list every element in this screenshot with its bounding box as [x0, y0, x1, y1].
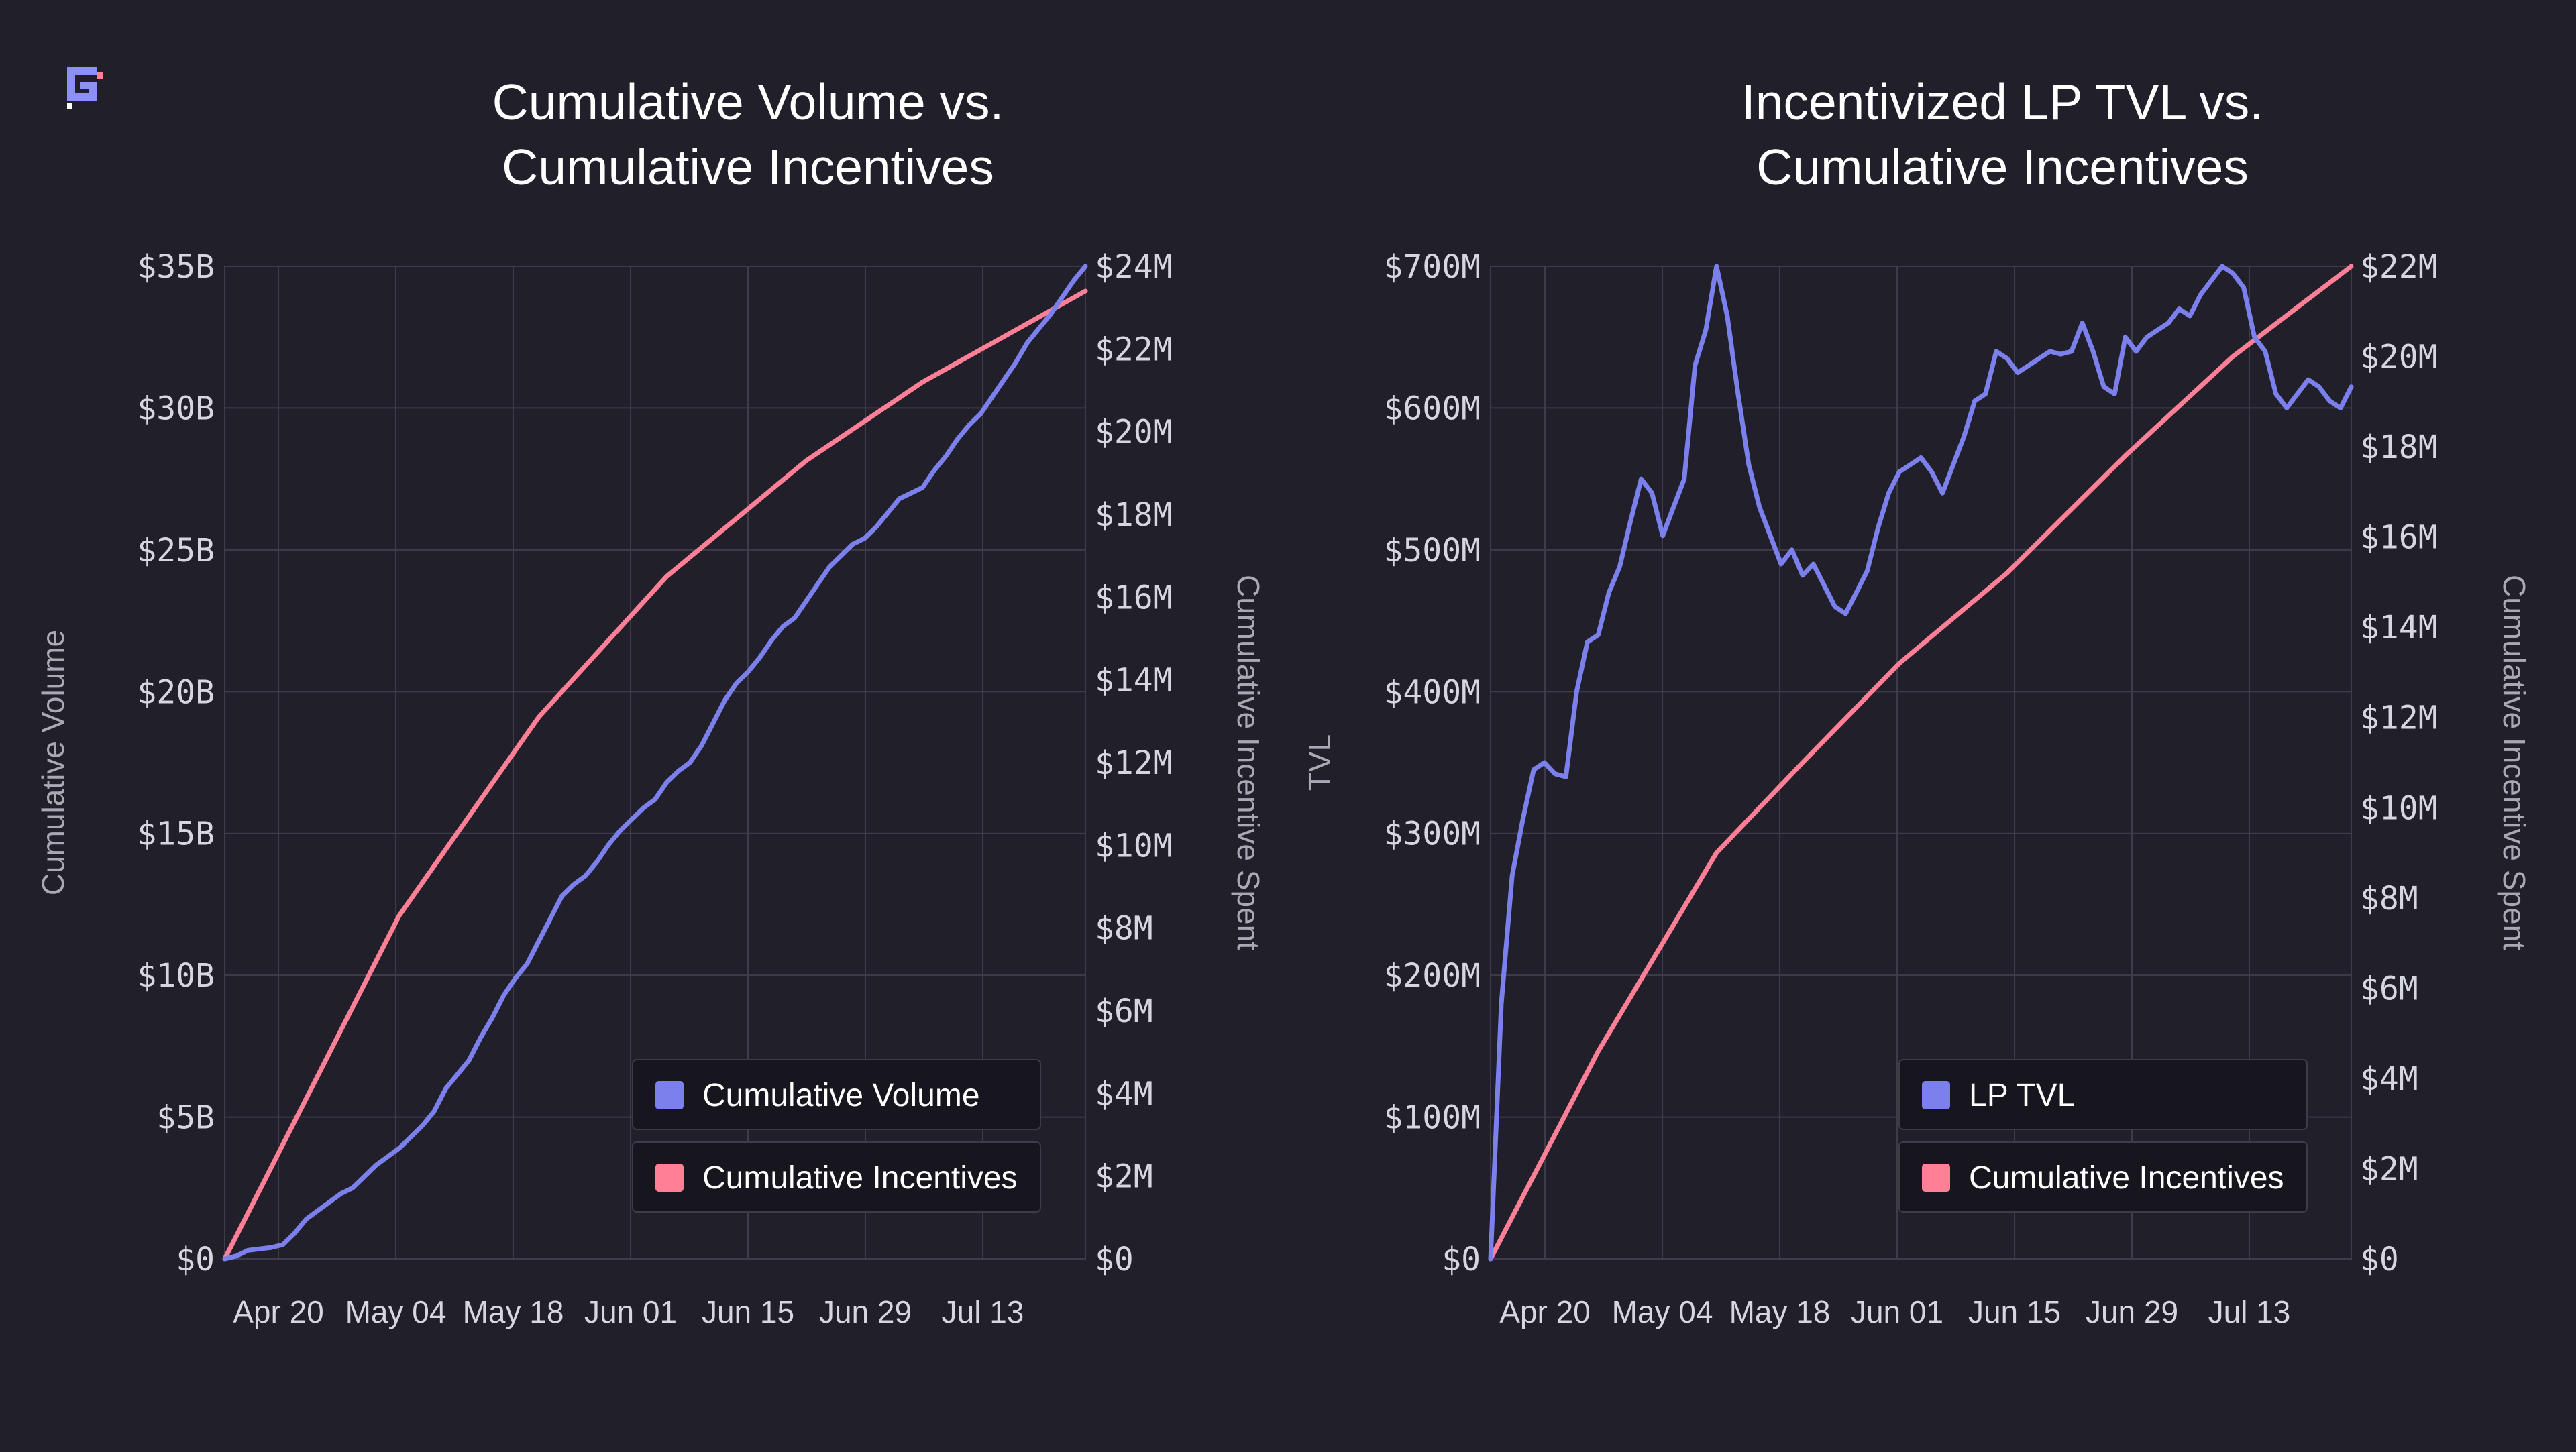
legend-entry: Cumulative Volume: [632, 1059, 1041, 1130]
y-right-tick-label: $6M: [1095, 993, 1153, 1030]
y-right-tick-label: $10M: [1095, 827, 1173, 864]
y-right-tick-label: $16M: [1095, 579, 1173, 616]
y-right-tick-label: $2M: [2360, 1150, 2418, 1188]
x-tick-label: May 18: [463, 1294, 564, 1329]
legend-label: LP TVL: [1969, 1078, 2075, 1113]
chart-title-line: Incentivized LP TVL vs.: [1741, 74, 2263, 130]
y-left-tick-label: $30B: [137, 390, 215, 427]
y-left-tick-label: $400M: [1384, 673, 1481, 711]
x-tick-label: May 04: [345, 1294, 447, 1329]
y-left-tick-label: $0: [1442, 1241, 1481, 1278]
logo-bar-mid: [80, 82, 97, 89]
y-left-tick-label: $100M: [1384, 1099, 1481, 1137]
y-right-tick-label: $4M: [2360, 1060, 2418, 1098]
x-tick-label: Jun 01: [1851, 1294, 1943, 1329]
legend-entry: Cumulative Incentives: [632, 1141, 1041, 1213]
y-right-tick-label: $8M: [2360, 880, 2418, 917]
y-right-tick-label: $14M: [1095, 662, 1173, 700]
y-left-tick-label: $300M: [1384, 816, 1481, 853]
y-left-tick-label: $20B: [137, 673, 215, 711]
series-line-cumulative-volume: [222, 264, 1088, 1262]
y-right-tick-label: $18M: [1095, 496, 1173, 534]
logo-bar-left: [67, 67, 75, 101]
chart-1: Cumulative Volume vs. Cumulative Incentiv…: [36, 74, 1266, 1329]
x-tick-label: May 18: [1729, 1294, 1831, 1329]
y-right-tick-label: $0: [2360, 1241, 2399, 1278]
legend-box: [1898, 1141, 2308, 1213]
legend-box: [1898, 1059, 2308, 1130]
y-right-tick-label: $14M: [2360, 609, 2438, 647]
x-tick-label: Jun 29: [2086, 1294, 2178, 1329]
legend-box: [632, 1141, 1041, 1213]
y-left-tick-label: $0: [176, 1241, 215, 1278]
logo-dot-pink: [97, 72, 103, 79]
y-left-axis-label: Cumulative Volume: [36, 630, 70, 895]
y-left-tick-label: $35B: [137, 248, 215, 286]
series-line-cumulative-incentives: [1488, 264, 2354, 1262]
y-right-tick-label: $12M: [2360, 700, 2438, 737]
y-right-tick-label: $4M: [1095, 1075, 1153, 1113]
y-right-tick-label: $0: [1095, 1241, 1134, 1278]
series-line-cumulative-incentives: [222, 288, 1088, 1262]
y-left-axis-label: TVL: [1302, 734, 1337, 791]
legend-swatch: [1922, 1164, 1950, 1192]
legend-entry: Cumulative Incentives: [1898, 1141, 2308, 1213]
x-tick-label: Jun 29: [819, 1294, 912, 1329]
y-right-tick-label: $8M: [1095, 910, 1153, 948]
y-right-tick-label: $2M: [1095, 1158, 1153, 1196]
x-tick-label: May 04: [1612, 1294, 1713, 1329]
chart-2: Incentivized LP TVL vs. Cumulative Incent…: [1302, 74, 2532, 1329]
legend-label: Cumulative Incentives: [702, 1160, 1018, 1196]
series-line-lp-tvl: [1488, 264, 2354, 1262]
y-left-tick-label: $10B: [137, 957, 215, 995]
legend-box: [632, 1059, 1041, 1130]
y-left-tick-label: $700M: [1384, 248, 1481, 286]
y-right-tick-label: $16M: [2360, 519, 2438, 557]
y-right-tick-label: $6M: [2360, 970, 2418, 1007]
y-left-tick-label: $25B: [137, 532, 215, 569]
y-left-tick-label: $600M: [1384, 390, 1481, 427]
x-tick-label: Jul 13: [2208, 1294, 2291, 1329]
y-left-tick-label: $15B: [137, 816, 215, 853]
y-right-tick-label: $22M: [2360, 248, 2438, 286]
legend-swatch: [655, 1081, 684, 1109]
y-right-axis-label: Cumulative Incentive Spent: [1231, 575, 1266, 950]
y-right-tick-label: $10M: [2360, 789, 2438, 827]
x-tick-label: Jul 13: [942, 1294, 1024, 1329]
y-right-tick-label: $20M: [1095, 414, 1173, 451]
y-left-tick-label: $200M: [1384, 957, 1481, 995]
legend-swatch: [1922, 1081, 1950, 1109]
y-right-tick-label: $20M: [2360, 339, 2438, 376]
y-left-tick-label: $5B: [156, 1099, 215, 1137]
chart-title-line: Cumulative Incentives: [502, 139, 994, 195]
x-tick-label: Jun 01: [584, 1294, 677, 1329]
y-right-tick-label: $22M: [1095, 331, 1173, 368]
legend-swatch: [655, 1164, 684, 1192]
x-tick-label: Apr 20: [1499, 1294, 1591, 1329]
chart-title-line: Cumulative Volume vs.: [492, 74, 1004, 130]
x-tick-label: Apr 20: [233, 1294, 324, 1329]
logo-dot-white: [67, 103, 72, 109]
y-right-axis-label: Cumulative Incentive Spent: [2497, 575, 2532, 950]
legend-label: Cumulative Incentives: [1969, 1160, 2284, 1196]
y-right-tick-label: $12M: [1095, 744, 1173, 782]
x-tick-label: Jun 15: [1968, 1294, 2061, 1329]
chart-title-line: Cumulative Incentives: [1756, 139, 2249, 195]
x-tick-label: Jun 15: [702, 1294, 794, 1329]
y-right-tick-label: $18M: [2360, 429, 2438, 466]
brand-logo: [67, 67, 103, 109]
y-right-tick-label: $24M: [1095, 248, 1173, 286]
y-left-tick-label: $500M: [1384, 532, 1481, 569]
legend-entry: LP TVL: [1898, 1059, 2308, 1130]
legend-label: Cumulative Volume: [702, 1078, 980, 1113]
